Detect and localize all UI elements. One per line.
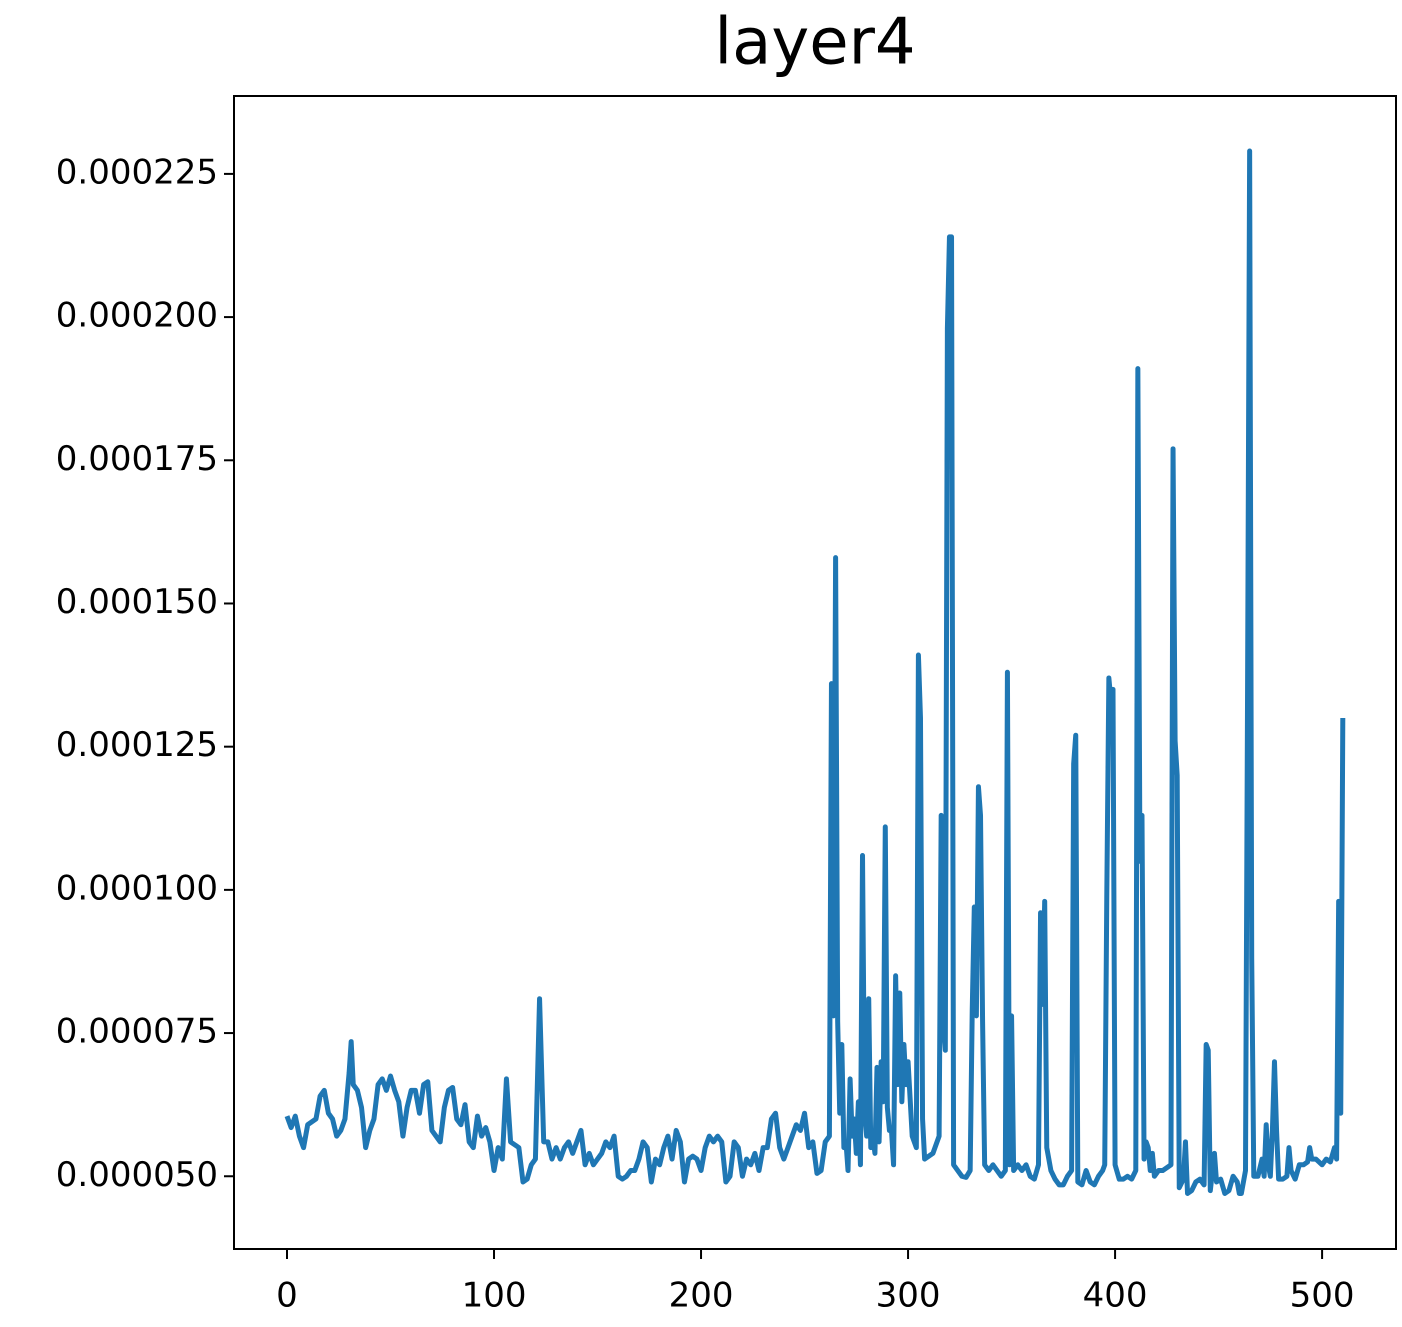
x-tick-label: 100: [462, 1276, 527, 1316]
y-tick-label: 0.000175: [56, 439, 218, 479]
x-tick-label: 200: [669, 1276, 734, 1316]
plot-frame: [233, 95, 1397, 1250]
line-series: [284, 148, 1346, 1196]
x-tick-label: 500: [1290, 1276, 1355, 1316]
y-tick-label: 0.000075: [56, 1012, 218, 1052]
chart-title: layer4: [714, 6, 915, 80]
x-tick-label: 0: [276, 1276, 298, 1316]
y-tick-label: 0.000050: [56, 1155, 218, 1195]
x-tick-label: 300: [876, 1276, 941, 1316]
y-tick-label: 0.000125: [56, 725, 218, 765]
y-tick-label: 0.000225: [56, 152, 218, 192]
y-tick-label: 0.000150: [56, 582, 218, 622]
y-tick-label: 0.000200: [56, 296, 218, 336]
y-tick-label: 0.000100: [56, 868, 218, 908]
x-tick-label: 400: [1083, 1276, 1148, 1316]
